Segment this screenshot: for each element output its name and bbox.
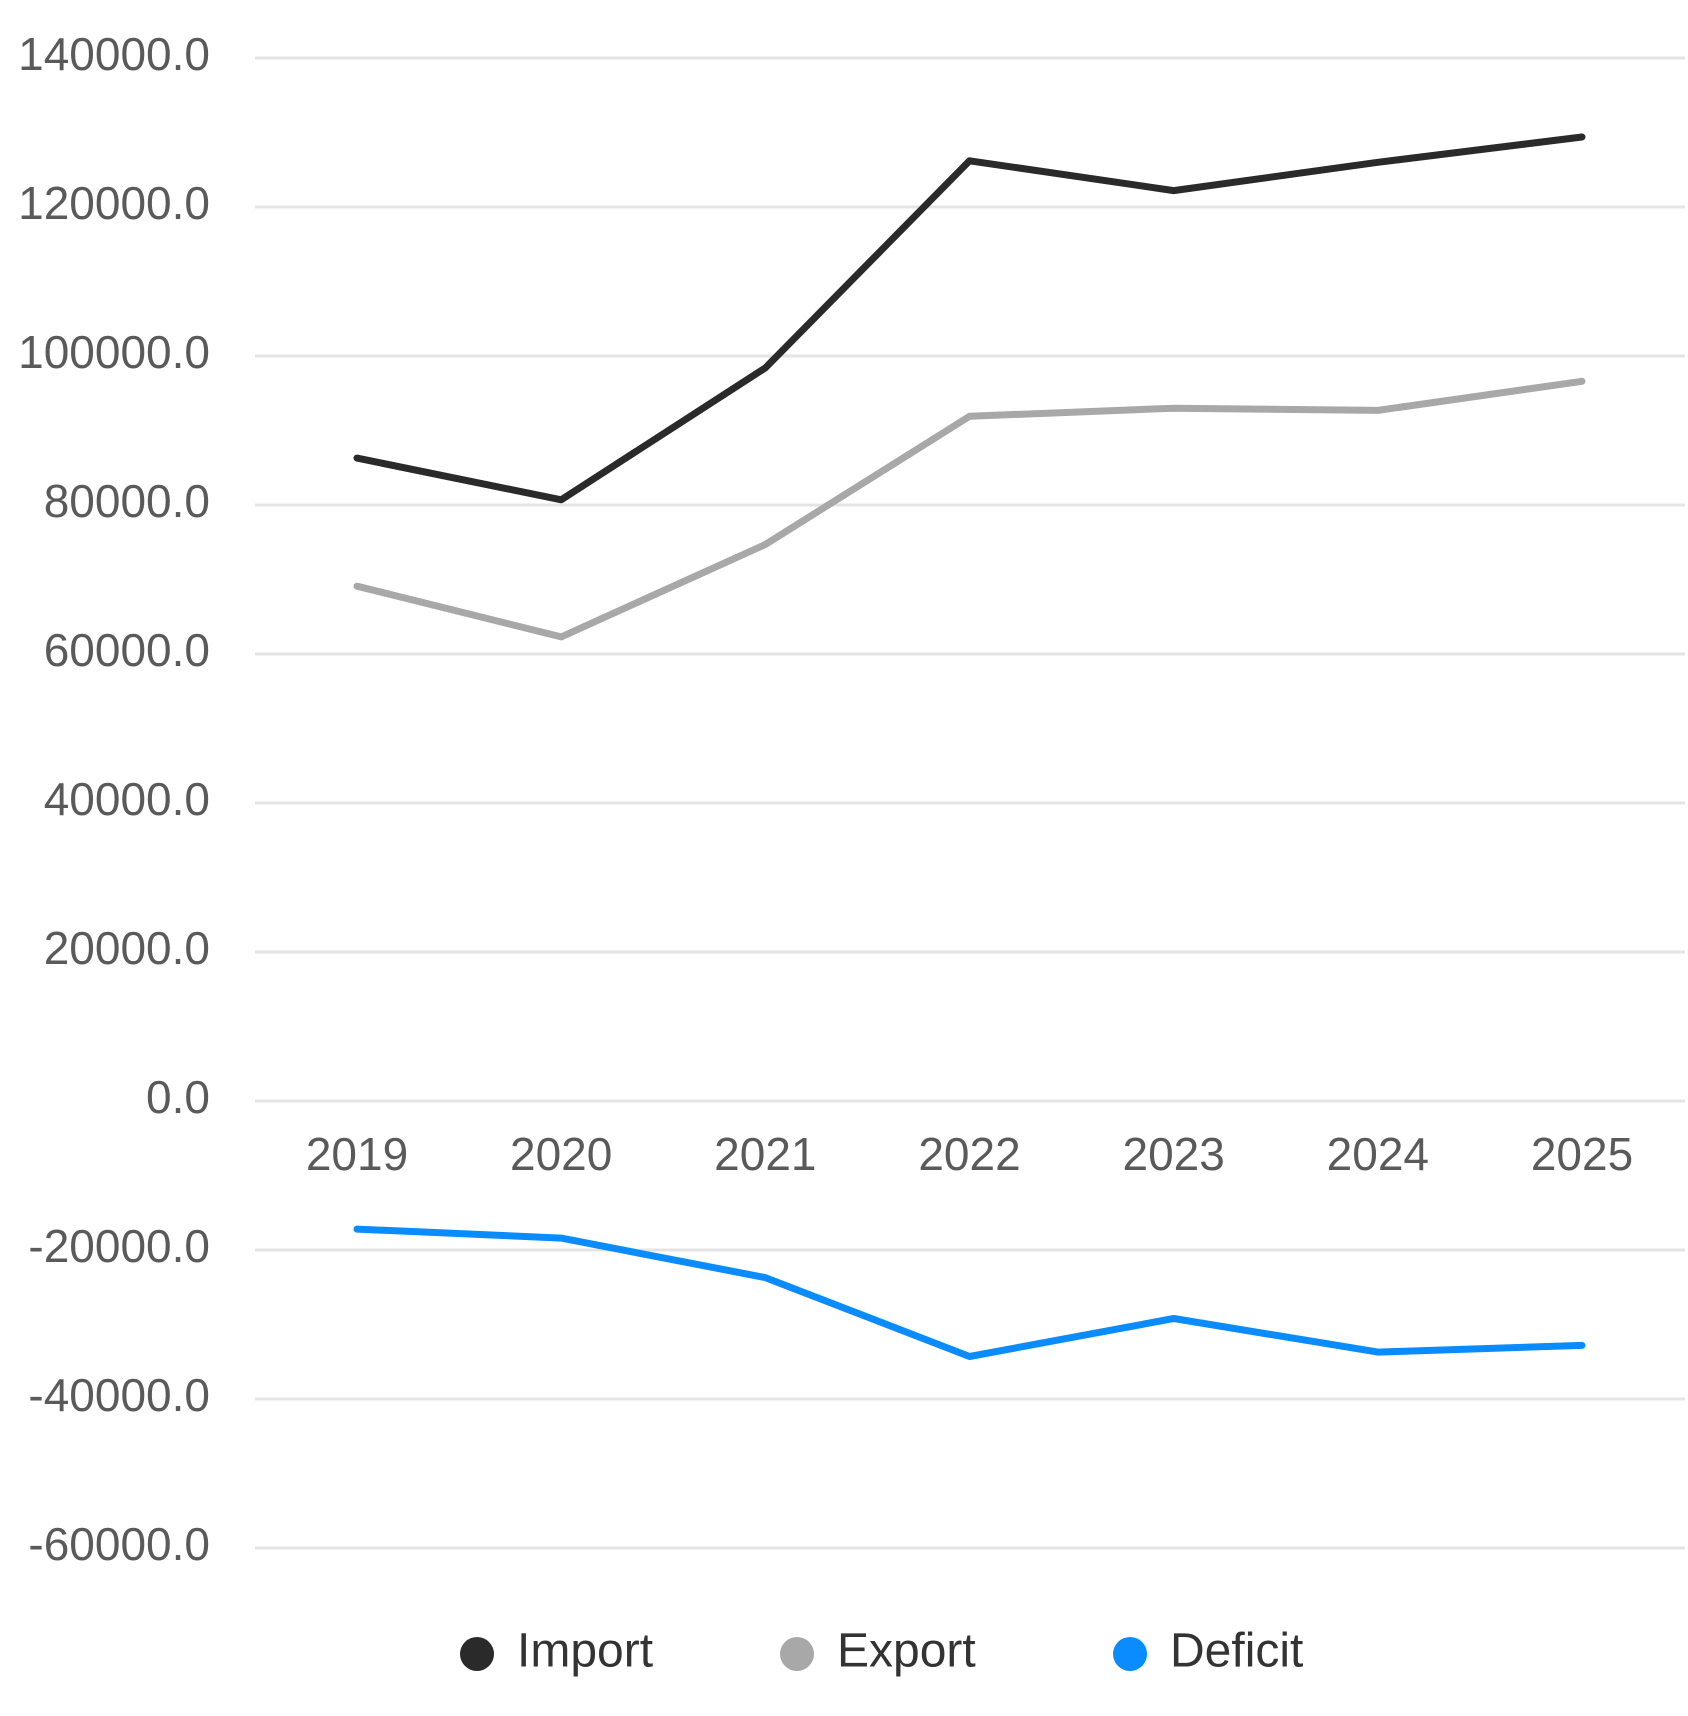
y-tick-label: 140000.0 (18, 28, 210, 80)
y-tick-label: 60000.0 (44, 624, 210, 676)
y-axis-tick-labels: 140000.0 120000.0 100000.0 80000.0 60000.0 40… (18, 28, 210, 1570)
x-tick-label: 2022 (918, 1128, 1020, 1180)
series-line-import (353, 133, 1586, 504)
x-tick-label: 2024 (1327, 1128, 1429, 1180)
legend-marker-icon (1113, 1637, 1147, 1671)
y-tick-label: 100000.0 (18, 326, 210, 378)
y-tick-label: 20000.0 (44, 922, 210, 974)
legend-item-import: Import (460, 1625, 653, 1678)
legend-marker-icon (780, 1637, 814, 1671)
y-tick-label: 120000.0 (18, 177, 210, 229)
legend-marker-icon (460, 1637, 494, 1671)
x-tick-label: 2021 (714, 1128, 816, 1180)
y-tick-label: -20000.0 (28, 1220, 210, 1272)
x-tick-label: 2025 (1531, 1128, 1633, 1180)
y-tick-label: -40000.0 (28, 1369, 210, 1421)
series-line-deficit (353, 1225, 1586, 1360)
legend-label: Import (517, 1625, 653, 1678)
legend-label: Export (837, 1625, 976, 1678)
y-tick-label: 80000.0 (44, 475, 210, 527)
y-tick-label: 0.0 (146, 1071, 210, 1123)
grid-lines (255, 56, 1685, 1550)
x-tick-label: 2019 (306, 1128, 408, 1180)
x-tick-label: 2023 (1122, 1128, 1224, 1180)
legend-label: Deficit (1170, 1625, 1303, 1678)
x-tick-label: 2020 (510, 1128, 612, 1180)
series-line-export (353, 377, 1586, 641)
legend-item-deficit: Deficit (1113, 1625, 1303, 1678)
y-tick-label: 40000.0 (44, 773, 210, 825)
series-lines (353, 133, 1586, 1360)
x-axis-tick-labels: 2019 2020 2021 2022 2023 2024 2025 (306, 1128, 1633, 1180)
legend-item-export: Export (780, 1625, 976, 1678)
y-tick-label: -60000.0 (28, 1518, 210, 1570)
legend: Import Export Deficit (460, 1625, 1303, 1678)
